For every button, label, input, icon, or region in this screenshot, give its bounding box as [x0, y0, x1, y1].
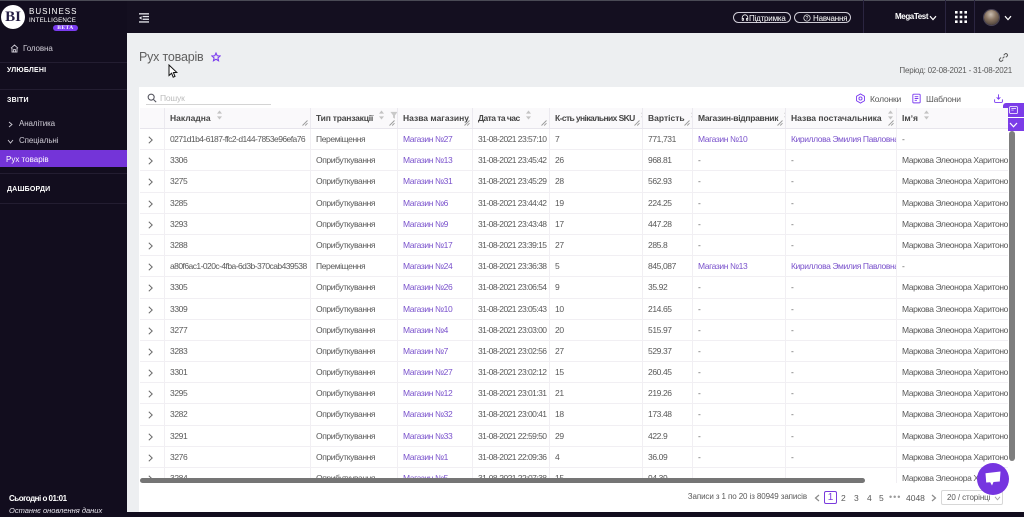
svg-text:?: ? — [806, 15, 809, 21]
